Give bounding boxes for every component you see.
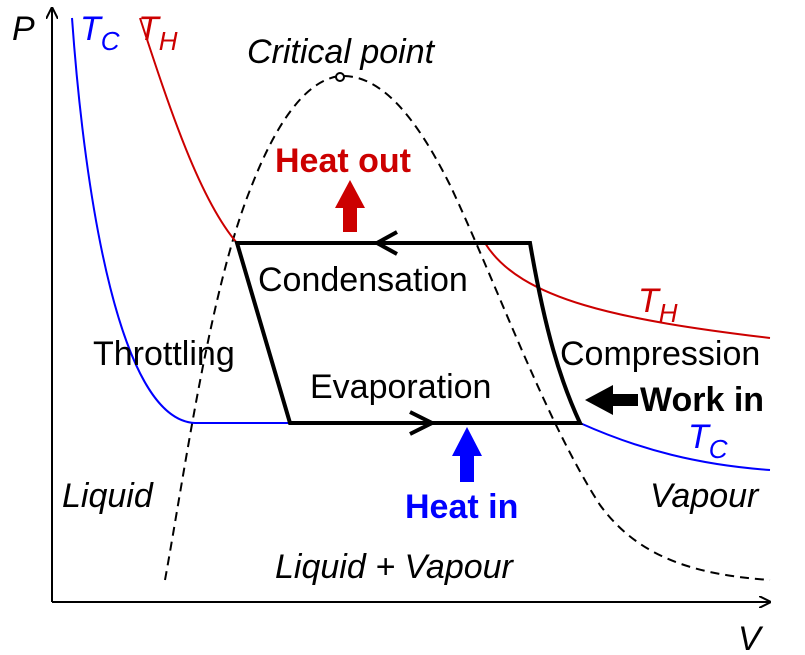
critical-point-marker	[335, 72, 345, 82]
th-label-right: TH	[638, 282, 678, 328]
th-label-top: TH	[138, 10, 178, 56]
refrigeration-cycle	[234, 241, 584, 425]
heat-out-arrow	[335, 180, 365, 232]
heat-out-label: Heat out	[275, 142, 411, 180]
heat-in-label: Heat in	[405, 488, 518, 526]
liquid-label: Liquid	[62, 477, 154, 515]
vapour-label: Vapour	[650, 477, 760, 515]
compression-label: Compression	[560, 335, 760, 373]
liquid-vapour-label: Liquid + Vapour	[275, 548, 515, 586]
tc-label-top: TC	[80, 10, 120, 56]
tc-label-right: TC	[688, 418, 728, 464]
work-in-arrow	[585, 385, 638, 415]
evaporation-direction-arrow	[409, 410, 437, 436]
y-axis-label: P	[12, 10, 35, 48]
condensation-label: Condensation	[258, 261, 468, 299]
evaporation-label: Evaporation	[310, 368, 491, 406]
isotherm-cold	[71, 17, 771, 471]
saturation-dome	[164, 74, 771, 581]
critical-point-label: Critical point	[247, 33, 436, 71]
throttling-label: Throttling	[93, 335, 235, 373]
x-axis-label: V	[738, 620, 764, 655]
work-in-label: Work in	[640, 381, 764, 419]
heat-in-arrow	[452, 427, 482, 482]
condensation-direction-arrow	[372, 230, 398, 256]
